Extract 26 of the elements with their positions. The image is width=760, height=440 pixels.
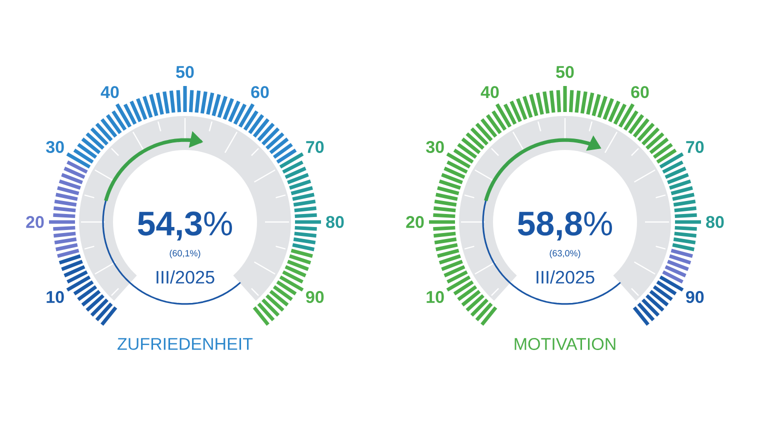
text: 20	[26, 216, 44, 228]
data-label: 58,8%	[518, 211, 612, 241]
text: 80	[326, 216, 344, 228]
text: 70	[686, 140, 704, 154]
text: 90	[306, 290, 324, 304]
text: 70	[306, 140, 324, 154]
text: III/2025	[536, 270, 594, 284]
text: 60	[631, 86, 649, 98]
text: (60,1%)	[170, 250, 200, 258]
text: 80	[706, 216, 724, 228]
text: 20	[406, 216, 424, 228]
text: 50	[176, 66, 194, 78]
text: 10	[46, 290, 64, 304]
text: 40	[100, 86, 119, 98]
text: III/2025	[156, 270, 214, 284]
text: 60	[251, 86, 269, 98]
data-label: 54,3%	[138, 211, 232, 241]
text: ZUFRIEDENHEIT	[118, 338, 253, 350]
text: 50	[556, 66, 574, 78]
text: MOTIVATION	[514, 338, 616, 350]
text: 30	[426, 140, 444, 154]
text: 90	[686, 290, 704, 304]
text: 30	[46, 140, 64, 154]
text: 10	[426, 290, 444, 304]
text: (63,0%)	[550, 250, 580, 258]
text: 40	[480, 86, 499, 98]
